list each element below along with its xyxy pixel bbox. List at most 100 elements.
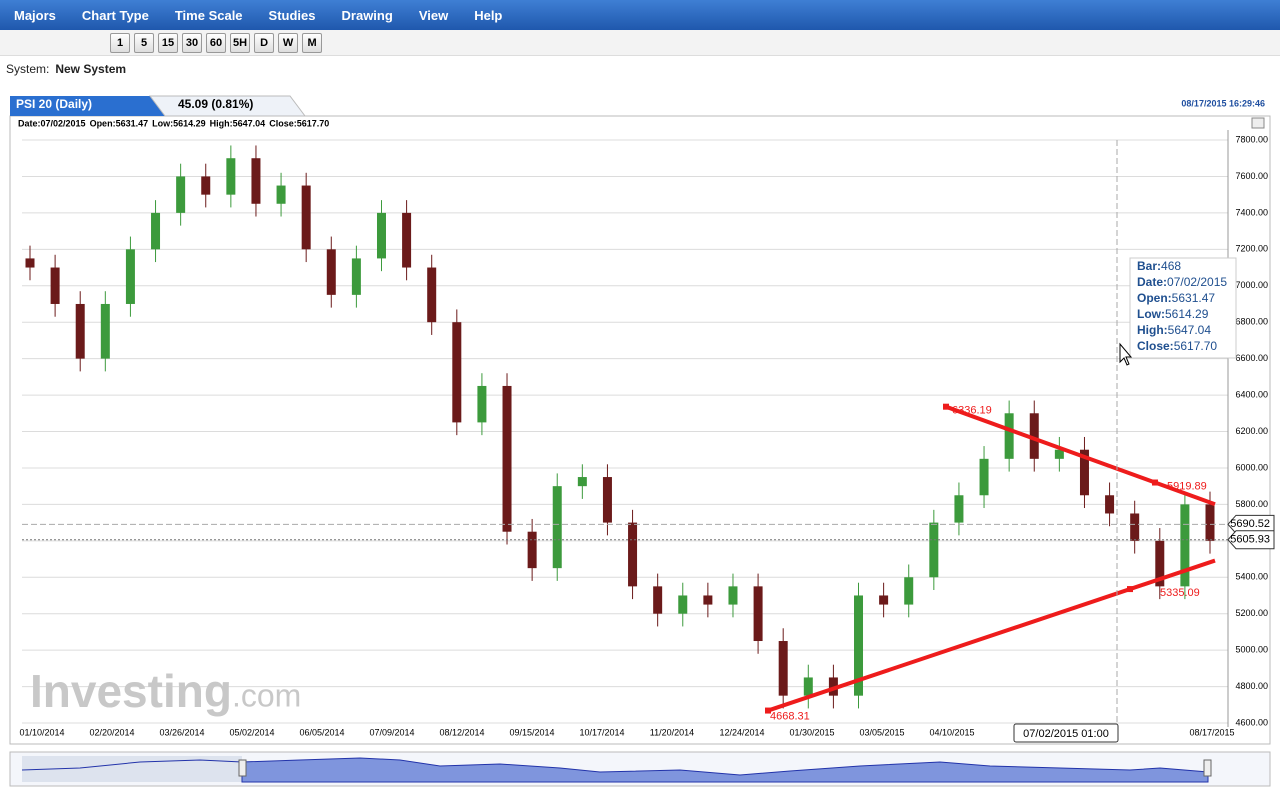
- tab-change: 45.09 (0.81%): [178, 97, 253, 111]
- tooltip-key: Bar:: [1137, 259, 1161, 273]
- interval-button[interactable]: M: [302, 32, 323, 53]
- candle-body: [1029, 413, 1039, 459]
- candle-body: [502, 385, 512, 532]
- system-row: System: New System: [6, 62, 126, 76]
- candle-body: [251, 158, 261, 204]
- tooltip-key: Low:: [1137, 307, 1165, 321]
- system-label: System:: [6, 62, 50, 76]
- candle-body: [703, 595, 713, 605]
- tab[interactable]: [10, 96, 165, 116]
- menu-item[interactable]: View: [418, 7, 449, 23]
- tooltip-key: Open:: [1137, 291, 1172, 305]
- navigator-handle[interactable]: [1203, 759, 1212, 777]
- y-tick-label: 4600.00: [1235, 717, 1268, 727]
- candle-body: [351, 258, 361, 295]
- trend-label: 5919.89: [1167, 480, 1207, 492]
- trend-anchor[interactable]: [1127, 586, 1133, 593]
- candle-body: [552, 486, 562, 569]
- candle-body: [427, 267, 437, 323]
- menu-item[interactable]: Drawing: [341, 7, 393, 23]
- tab-quote: [149, 95, 306, 117]
- system-name[interactable]: New System: [55, 62, 127, 76]
- tooltip-value: 5617.70: [1174, 339, 1218, 353]
- menu-item[interactable]: Majors: [14, 7, 56, 23]
- trend-label: 6336.19: [952, 405, 992, 417]
- collapse-button[interactable]: [1251, 117, 1265, 129]
- interval-button[interactable]: 60: [206, 32, 226, 53]
- candle-body: [125, 249, 135, 304]
- candle-body: [979, 458, 989, 496]
- date-label-box: [1013, 723, 1119, 743]
- candle-body: [376, 212, 386, 259]
- menu-item[interactable]: Help: [474, 7, 503, 23]
- interval-button[interactable]: 15: [158, 32, 178, 53]
- info-value: 5647.04: [233, 118, 266, 128]
- interval-button[interactable]: 30: [182, 32, 202, 53]
- candle-body: [879, 595, 889, 605]
- interval-button[interactable]: D: [254, 32, 275, 53]
- y-tick-label: 7200.00: [1235, 244, 1268, 254]
- y-tick-label: 6400.00: [1235, 389, 1268, 399]
- trend-anchor[interactable]: [1152, 479, 1158, 486]
- info-key: Low:: [152, 118, 173, 128]
- candle-body: [929, 522, 939, 578]
- navigator-range: [241, 757, 1209, 783]
- trend-label: 4668.31: [770, 710, 810, 722]
- menu-item[interactable]: Studies: [268, 7, 316, 23]
- interval-button[interactable]: 5H: [230, 32, 251, 53]
- info-key: Close:: [269, 118, 297, 128]
- candle-body: [151, 212, 161, 250]
- y-tick-label: 7400.00: [1235, 207, 1268, 217]
- tooltip-key: High:: [1137, 323, 1168, 337]
- x-tick-label: 11/20/2014: [650, 727, 694, 737]
- crosshair-label: 5690.52: [1230, 518, 1270, 530]
- menu-item[interactable]: Chart Type: [81, 7, 149, 23]
- info-key: Date:: [18, 118, 41, 128]
- candle-body: [100, 303, 110, 359]
- menu-bar: Majors Chart Type Time Scale Studies Drawing…: [0, 0, 1280, 30]
- x-tick-label: 05/02/2014: [229, 727, 274, 737]
- navigator-line: [21, 759, 243, 771]
- menu-item[interactable]: Time Scale: [174, 7, 243, 23]
- navigator-handle[interactable]: [238, 759, 247, 777]
- watermark: Investing: [30, 665, 232, 717]
- y-tick-label: 5000.00: [1235, 645, 1268, 655]
- trend-anchor[interactable]: [943, 403, 949, 410]
- y-tick-label: 5200.00: [1235, 608, 1268, 618]
- candle-body: [653, 586, 663, 614]
- candle-body: [1205, 504, 1215, 541]
- info-value: 5614.29: [173, 118, 206, 128]
- candle-body: [1180, 504, 1190, 587]
- candle-body: [1079, 449, 1089, 496]
- interval-button[interactable]: 5: [134, 32, 154, 53]
- tooltip-value: 5647.04: [1168, 323, 1212, 337]
- trend-anchor[interactable]: [765, 707, 771, 714]
- interval-button[interactable]: W: [278, 32, 299, 53]
- candle-body: [75, 303, 85, 359]
- crosshair-date: 07/02/2015 01:00: [1023, 728, 1109, 740]
- trend-label: 5335.09: [1160, 587, 1200, 599]
- watermark-suffix: .com: [232, 677, 301, 713]
- y-tick-label: 4800.00: [1235, 681, 1268, 691]
- tooltip-key: Close:: [1137, 339, 1174, 353]
- toolbar: 1 5 15 30 60 5H D W M: [0, 30, 1280, 56]
- candle-body: [50, 267, 60, 304]
- candle-body: [276, 185, 286, 204]
- y-tick-label: 7800.00: [1235, 134, 1268, 144]
- x-tick-label: 03/05/2015: [859, 727, 904, 737]
- info-key: Open:: [90, 118, 116, 128]
- x-tick-label: 09/15/2014: [509, 727, 554, 737]
- y-tick-label: 6800.00: [1235, 317, 1268, 327]
- candle-body: [1130, 513, 1140, 541]
- candle-body: [1054, 449, 1064, 459]
- x-tick-label: 10/17/2014: [579, 727, 624, 737]
- x-tick-label: 08/17/2015: [1189, 727, 1234, 737]
- info-value: 5617.70: [297, 118, 330, 128]
- candle-body: [201, 176, 211, 195]
- tab-title: PSI 20 (Daily): [16, 97, 92, 111]
- candle-body: [854, 595, 864, 696]
- y-tick-label: 7600.00: [1235, 171, 1268, 181]
- interval-button[interactable]: 1: [110, 32, 130, 53]
- info-value: 5631.47: [116, 118, 149, 128]
